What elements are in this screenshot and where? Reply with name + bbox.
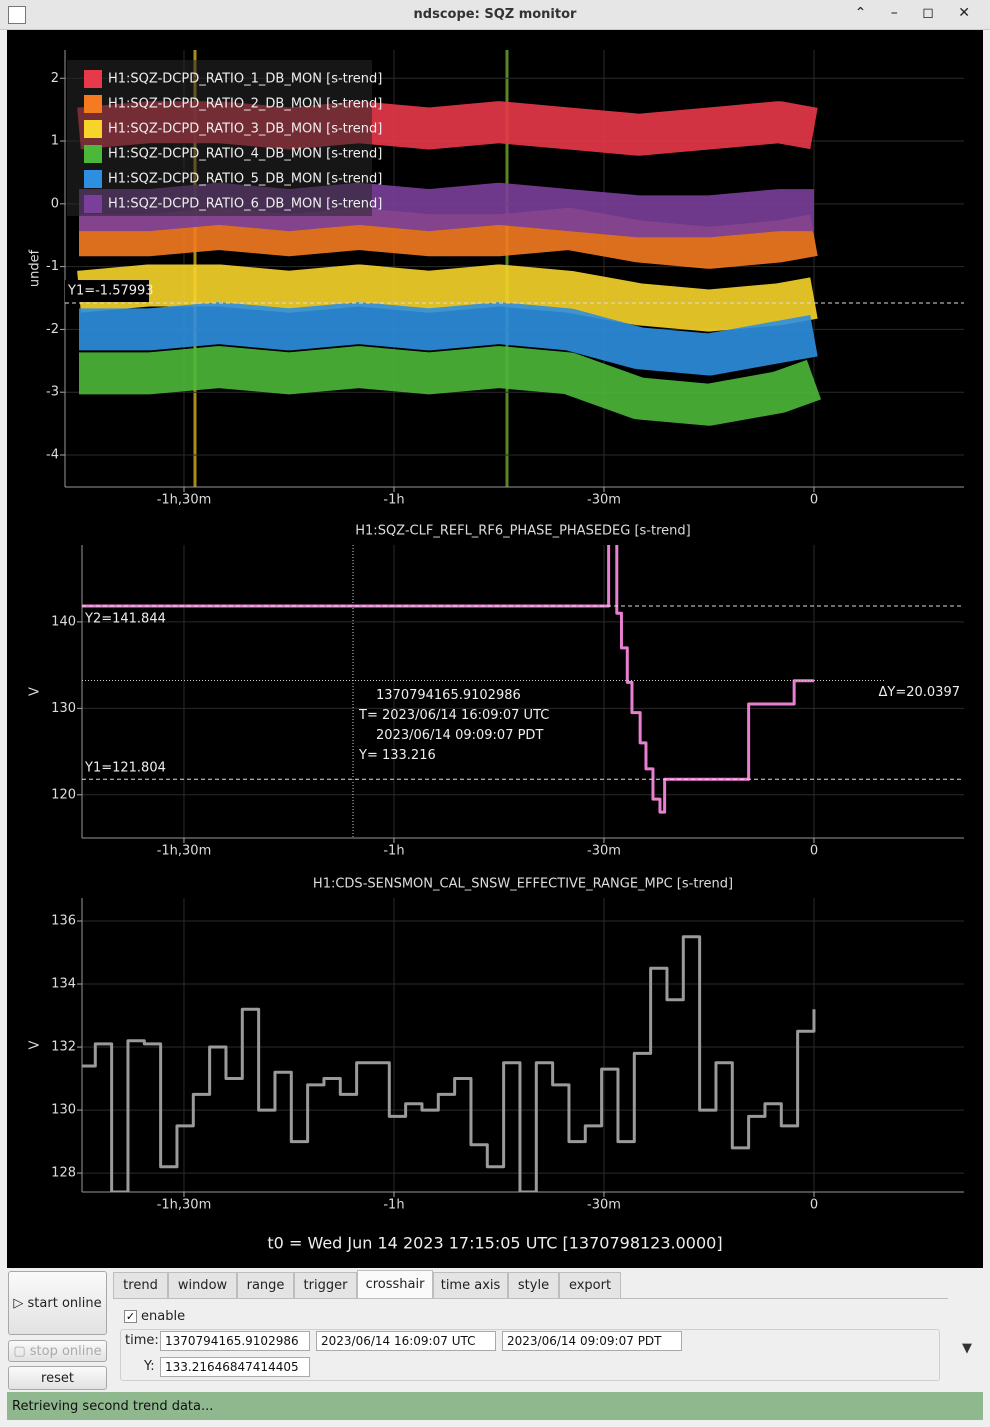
y-tick-label: -3 xyxy=(46,385,59,400)
legend-swatch xyxy=(84,120,102,138)
x-tick-label: -1h xyxy=(383,1198,404,1213)
y-axis-label: V xyxy=(28,687,43,696)
cursor-label-bg xyxy=(65,280,149,303)
crosshair-group xyxy=(120,1329,940,1381)
x-tick-label: -30m xyxy=(587,844,621,859)
window-buttons[interactable]: ⌃ – ◻ ✕ xyxy=(854,5,980,21)
button-label: reset xyxy=(41,1370,74,1386)
start-online-button[interactable]: ▷ start online xyxy=(8,1271,107,1335)
x-tick-label: 0 xyxy=(810,493,818,508)
stop-online-button[interactable]: ▢ stop online xyxy=(8,1340,107,1362)
y-field[interactable]: 133.21646847414405 xyxy=(160,1357,310,1377)
series-line xyxy=(78,207,818,269)
x-tick-label: -1h xyxy=(383,844,404,859)
crosshair-text: 2023/06/14 09:09:07 PDT xyxy=(376,728,543,743)
cursor-label: Y1=121.804 xyxy=(84,761,166,776)
tab[interactable]: time axis xyxy=(433,1272,508,1298)
time-label: time: xyxy=(125,1333,159,1348)
y-tick-label: -4 xyxy=(46,447,59,462)
series-line xyxy=(82,935,816,1192)
window-title: ndscope: SQZ monitor xyxy=(413,7,577,22)
expand-arrow[interactable]: ▼ xyxy=(962,1341,972,1356)
legend-swatch xyxy=(84,70,102,88)
enable-checkbox[interactable]: ✓ xyxy=(124,1310,137,1323)
series-line xyxy=(78,302,818,376)
y-tick-label: 136 xyxy=(51,914,76,929)
y-tick-label: 2 xyxy=(51,71,59,86)
cursor-label: Y1=-1.57993 xyxy=(67,284,154,299)
plot-title: H1:SQZ-CLF_REFL_RF6_PHASE_PHASEDEG [s-tr… xyxy=(355,524,690,539)
series-line xyxy=(77,264,818,332)
x-tick-label: -30m xyxy=(587,493,621,508)
tab[interactable]: style xyxy=(508,1272,559,1298)
x-tick-label: 0 xyxy=(810,1198,818,1213)
legend-label: H1:SQZ-DCPD_RATIO_2_DB_MON [s-trend] xyxy=(108,97,382,112)
x-tick-label: -30m xyxy=(587,1198,621,1213)
tab[interactable]: window xyxy=(168,1272,237,1298)
plots: t0 = Wed Jun 14 2023 17:15:05 UTC [13707… xyxy=(7,30,983,1268)
legend-swatch xyxy=(84,195,102,213)
x-tick-label: -1h,30m xyxy=(157,1198,212,1213)
legend-label: H1:SQZ-DCPD_RATIO_5_DB_MON [s-trend] xyxy=(108,172,382,187)
time-field[interactable]: 1370794165.9102986 xyxy=(160,1331,310,1351)
legend-label: H1:SQZ-DCPD_RATIO_4_DB_MON [s-trend] xyxy=(108,147,382,162)
time-field[interactable]: 2023/06/14 16:09:07 UTC xyxy=(316,1331,496,1351)
x-tick-label: 0 xyxy=(810,844,818,859)
series-line xyxy=(78,346,822,426)
crosshair-text: 1370794165.9102986 xyxy=(376,688,521,703)
x-tick-label: -1h,30m xyxy=(157,493,212,508)
legend-label: H1:SQZ-DCPD_RATIO_3_DB_MON [s-trend] xyxy=(108,122,382,137)
x-tick-label: -1h xyxy=(383,493,404,508)
legend-swatch xyxy=(84,170,102,188)
tab[interactable]: export xyxy=(559,1272,621,1298)
button-label: start online xyxy=(27,1295,102,1311)
y-tick-label: 134 xyxy=(51,977,76,992)
y-axis-label: undef xyxy=(28,249,43,287)
cursor-label: Y2=141.844 xyxy=(84,611,166,626)
legend-swatch xyxy=(84,145,102,163)
tab[interactable]: trigger xyxy=(294,1272,357,1298)
y-tick-label: 140 xyxy=(51,614,76,629)
y-tick-label: 132 xyxy=(51,1040,76,1055)
y-label: Y: xyxy=(144,1359,155,1374)
crosshair-text: Y= 133.216 xyxy=(358,748,436,763)
y-tick-label: 120 xyxy=(51,787,76,802)
title-bar: ndscope: SQZ monitor ⌃ – ◻ ✕ xyxy=(0,0,990,30)
y-axis-label: V xyxy=(28,1040,43,1049)
legend-label: H1:SQZ-DCPD_RATIO_6_DB_MON [s-trend] xyxy=(108,197,382,212)
time-field[interactable]: 2023/06/14 09:09:07 PDT xyxy=(502,1331,682,1351)
legend-swatch xyxy=(84,95,102,113)
x-tick-label: -1h,30m xyxy=(157,844,212,859)
y-tick-label: 130 xyxy=(51,1103,76,1118)
button-label: stop online xyxy=(29,1343,102,1359)
y-tick-label: 1 xyxy=(51,134,59,149)
crosshair-text: T= 2023/06/14 16:09:07 UTC xyxy=(358,708,549,723)
tab-rule xyxy=(113,1298,948,1299)
reset-button[interactable]: reset xyxy=(8,1366,107,1390)
y-tick-label: 0 xyxy=(51,196,59,211)
status-bar: Retrieving second trend data... xyxy=(7,1392,983,1420)
y-tick-label: -2 xyxy=(46,322,59,337)
enable-label: enable xyxy=(141,1309,186,1324)
y-tick-label: -1 xyxy=(46,259,59,274)
y-tick-label: 128 xyxy=(51,1166,76,1181)
delta-label: ΔY=20.0397 xyxy=(879,685,961,700)
app-icon xyxy=(8,6,26,24)
t0-label: t0 = Wed Jun 14 2023 17:15:05 UTC [13707… xyxy=(267,1234,722,1253)
plot-title: H1:CDS-SENSMON_CAL_SNSW_EFFECTIVE_RANGE_… xyxy=(313,877,733,892)
tab[interactable]: trend xyxy=(113,1272,168,1298)
tab[interactable]: crosshair xyxy=(357,1270,433,1298)
legend-box xyxy=(67,60,372,216)
tab[interactable]: range xyxy=(237,1272,294,1298)
y-tick-label: 130 xyxy=(51,701,76,716)
legend-label: H1:SQZ-DCPD_RATIO_1_DB_MON [s-trend] xyxy=(108,72,382,87)
